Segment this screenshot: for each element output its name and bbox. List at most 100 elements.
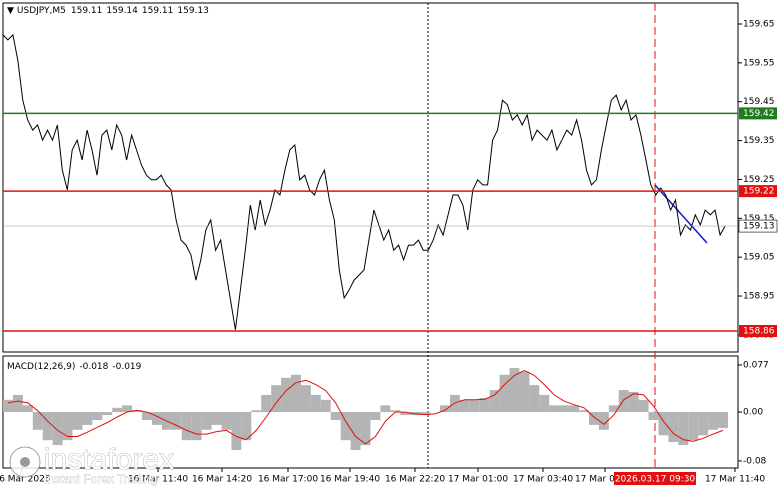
- trend-line: [654, 184, 708, 244]
- macd-bar: [390, 410, 401, 413]
- macd-bar: [171, 412, 182, 430]
- macd-bar: [658, 412, 669, 436]
- close: 159.13: [177, 6, 209, 16]
- x-tick-label: 17 Mar 03:40: [513, 475, 573, 485]
- macd-bar: [92, 412, 103, 421]
- x-tick-label: 16 Mar 19:40: [320, 475, 380, 485]
- macd-bar: [579, 410, 589, 413]
- macd-bar: [688, 412, 699, 441]
- macd-bar: [618, 390, 629, 413]
- macd-bar: [122, 405, 133, 413]
- macd-bar: [588, 412, 599, 425]
- macd-bar: [479, 398, 490, 413]
- low: 159.11: [142, 6, 174, 16]
- macd-bar: [310, 394, 321, 413]
- macd-value: -0.018: [79, 362, 108, 372]
- price-panel: [2, 2, 739, 353]
- macd-bar: [181, 412, 192, 441]
- macd-bar: [132, 410, 143, 413]
- macd-bar: [439, 405, 450, 413]
- macd-bar: [102, 412, 113, 416]
- x-tick-label: 17 Mar 01:00: [448, 475, 508, 485]
- macd-bar: [459, 399, 470, 413]
- macd-bar: [42, 412, 53, 441]
- macd-bar: [142, 412, 152, 421]
- x-tick-label: 17 Mar 06:20: [575, 475, 635, 485]
- macd-bar: [628, 391, 639, 413]
- last-price-box: [738, 219, 778, 233]
- level-label-box: [739, 325, 777, 338]
- macd-bar: [3, 399, 13, 413]
- cursor-label: 2026.03.17 09:30: [615, 475, 696, 485]
- macd-bar: [529, 385, 540, 413]
- macd-bar: [718, 412, 728, 428]
- macd-bar: [569, 405, 580, 413]
- header-arrow: ▼: [7, 6, 14, 16]
- macd-bar: [549, 405, 560, 413]
- x-tick-label: 16 Mar 11:40: [128, 475, 188, 485]
- macd-bar: [648, 412, 659, 421]
- macd-bar: [211, 412, 222, 425]
- macd-bar: [32, 412, 43, 430]
- macd-bar: [509, 368, 520, 413]
- watermark-brand: instaforex: [44, 443, 174, 476]
- level-label: 158.86: [743, 327, 775, 337]
- macd-bar: [52, 412, 63, 446]
- y-tick-label: 0.077: [743, 360, 769, 370]
- macd-bar: [231, 412, 242, 450]
- macd-bar: [251, 410, 262, 413]
- macd-bar: [360, 412, 371, 446]
- macd-bar: [559, 405, 570, 413]
- y-tick-label: 159.15: [743, 214, 775, 224]
- x-tick-label: 17 Mar 11:40: [705, 475, 765, 485]
- high: 159.14: [106, 6, 138, 16]
- macd-name: MACD(12,26,9): [7, 362, 75, 372]
- y-tick-label: 159.05: [743, 253, 775, 263]
- y-tick-label: 159.35: [743, 136, 775, 146]
- y-tick-label: 159.65: [743, 19, 775, 29]
- macd-bar: [539, 394, 550, 413]
- macd-bar: [519, 371, 530, 413]
- x-tick-label: 16 Mar 22:20: [385, 475, 445, 485]
- y-tick-label: 159.25: [743, 175, 775, 185]
- macd-bar: [320, 399, 331, 413]
- x-tick-label: 16 Mar 2026: [0, 475, 51, 485]
- macd-bar: [62, 412, 73, 441]
- macd-bar: [499, 374, 510, 413]
- macd-bar: [291, 374, 301, 413]
- level-label-box: [739, 107, 777, 120]
- macd-bar: [221, 412, 232, 430]
- macd-bar: [340, 412, 351, 441]
- macd-bar: [608, 405, 619, 413]
- macd-bar: [12, 394, 23, 413]
- macd-bar: [82, 412, 93, 425]
- y-tick-label: -0.08: [743, 456, 767, 466]
- macd-bar: [370, 412, 381, 421]
- macd-bar: [400, 412, 411, 416]
- macd-bar: [201, 412, 212, 430]
- macd-bar: [708, 412, 719, 430]
- macd-bar: [191, 412, 202, 441]
- macd-bar: [151, 412, 162, 425]
- y-tick-label: 159.45: [743, 97, 775, 107]
- x-tick-label: 16 Mar 17:00: [258, 475, 318, 485]
- watermark-tagline: Instant Forex Trading: [44, 472, 157, 486]
- macd-bar: [72, 412, 83, 430]
- macd-bar: [350, 412, 361, 450]
- macd-bar: [281, 377, 292, 413]
- macd-bar: [330, 412, 341, 421]
- macd-bar: [380, 405, 391, 413]
- open: 159.11: [71, 6, 103, 16]
- macd-bar: [22, 405, 33, 413]
- macd-bar: [668, 412, 679, 443]
- price-line: [2, 33, 726, 330]
- macd-bar: [678, 412, 689, 446]
- signal-value: -0.019: [112, 362, 141, 372]
- macd-bar: [638, 399, 649, 413]
- y-tick-label: 159.55: [743, 58, 775, 68]
- macd-bar: [420, 412, 431, 416]
- y-tick-label: 158.95: [743, 292, 775, 302]
- level-label: 159.42: [743, 109, 775, 119]
